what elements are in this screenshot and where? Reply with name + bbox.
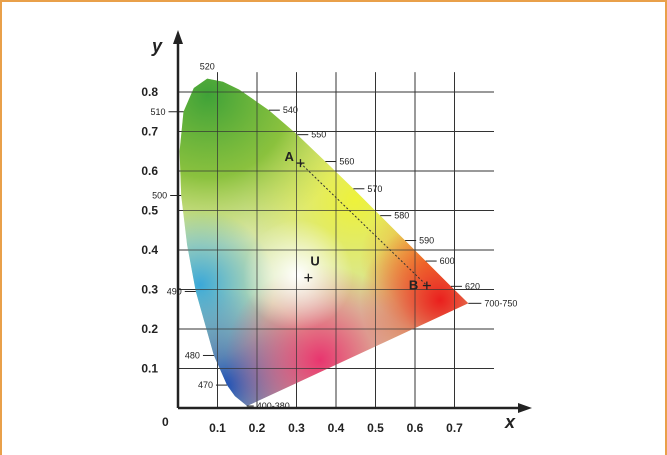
y-axis-label: y: [151, 36, 163, 56]
wavelength-label: 400-380: [257, 401, 290, 411]
chart-grid-overlay: [178, 72, 494, 408]
x-tick-label: 0.7: [446, 421, 463, 435]
x-tick-label: 0.2: [249, 421, 266, 435]
chart-axes: [173, 30, 532, 413]
color-gamut: [179, 78, 469, 406]
wavelength-label: 560: [339, 157, 354, 167]
wavelength-label: 590: [419, 236, 434, 246]
x-tick-label: 0.3: [288, 421, 305, 435]
x-tick-label: 0.4: [328, 421, 345, 435]
wavelength-label: 500: [152, 190, 167, 200]
wavelength-labels: 520 510 540 550 560 570 580 590 600 620 700-750 500…: [150, 62, 517, 411]
wavelength-label: 490: [167, 286, 182, 296]
x-axis-arrow: [518, 403, 532, 413]
y-tick-label: 0.1: [141, 362, 158, 376]
wavelength-label: 570: [367, 184, 382, 194]
point-label: U: [310, 254, 319, 269]
wavelength-label: 520: [200, 62, 215, 72]
x-axis-ticks: 0.1 0.2 0.3 0.4 0.5 0.6 0.7: [209, 421, 463, 435]
x-tick-label: 0.1: [209, 421, 226, 435]
point-label: B: [409, 278, 418, 293]
x-tick-label: 0.5: [367, 421, 384, 435]
x-tick-label: 0.6: [407, 421, 424, 435]
wavelength-label: 540: [283, 105, 298, 115]
y-axis-ticks: 0.1 0.2 0.3 0.4 0.5 0.6 0.7 0.8: [141, 85, 158, 376]
wavelength-label: 550: [311, 130, 326, 140]
y-tick-label: 0.2: [141, 322, 158, 336]
wavelength-label: 580: [394, 211, 409, 221]
y-tick-label: 0.7: [141, 125, 158, 139]
y-tick-label: 0.3: [141, 283, 158, 297]
y-tick-label: 0.8: [141, 85, 158, 99]
y-tick-label: 0.4: [141, 243, 158, 257]
wavelength-label: 480: [185, 350, 200, 360]
origin-label: 0: [162, 415, 169, 429]
marked-points: A B U: [284, 149, 431, 293]
wavelength-label: 510: [150, 107, 165, 117]
a-b-dotted-line: [300, 162, 428, 286]
y-axis-arrow: [173, 30, 183, 44]
x-axis-label: x: [504, 412, 516, 432]
y-tick-label: 0.6: [141, 164, 158, 178]
y-tick-label: 0.5: [141, 204, 158, 218]
wavelength-label: 600: [440, 256, 455, 266]
wavelength-label: 700-750: [484, 298, 517, 308]
point-label: A: [284, 149, 294, 164]
wavelength-label: 620: [465, 281, 480, 291]
wavelength-label: 470: [198, 380, 213, 390]
